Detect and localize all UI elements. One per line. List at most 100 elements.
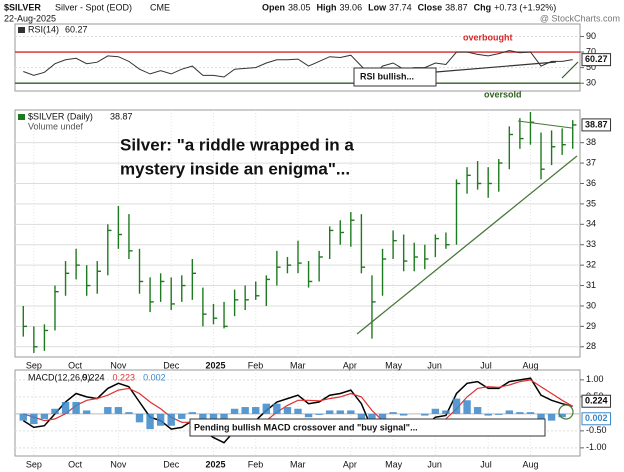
histogram-bar: [431, 408, 440, 414]
legend-subtitle: Volume undef: [28, 121, 84, 131]
annotation: RSI bullish...: [360, 71, 414, 81]
x-tick-label: May: [385, 459, 403, 469]
quote-value: 39.06: [340, 2, 363, 12]
x-tick-label: Oct: [68, 360, 83, 370]
y-tick-label: 30: [586, 300, 596, 310]
x-tick-label: May: [385, 360, 403, 370]
trend-line: [356, 155, 578, 335]
trend-arrow: [561, 61, 579, 79]
y-tick-label: 37: [586, 157, 596, 167]
legend-value: 0.223: [113, 372, 136, 382]
histogram-bar: [199, 413, 207, 419]
histogram-bar: [304, 413, 313, 418]
histogram-bar: [294, 408, 302, 414]
y-tick-label: 36: [586, 178, 596, 188]
quote-value: 38.87: [445, 2, 468, 12]
histogram-bar: [114, 407, 123, 414]
annotation-title: Silver: "a riddle wrapped in a: [120, 135, 354, 154]
legend-value: 0.224: [82, 372, 105, 382]
rsi-panel: [14, 23, 581, 92]
x-tick-label: Mar: [290, 360, 306, 370]
quote-value: +0.73 (+1.92%): [494, 2, 556, 12]
quote-label: Low: [368, 2, 387, 12]
y-tick-label: 31: [586, 280, 596, 290]
y-tick-label: 29: [586, 321, 596, 331]
histogram-bar: [51, 408, 59, 414]
watermark: @ StockCharts.com: [540, 13, 620, 23]
x-tick-label: Nov: [110, 459, 127, 469]
x-tick-label: Jun: [427, 459, 442, 469]
histogram-bar: [167, 413, 175, 426]
x-tick-label: Apr: [343, 459, 357, 469]
annotation: Pending bullish MACD crossover and "buy …: [194, 422, 418, 432]
histogram-bar: [230, 408, 239, 414]
quote-label: Chg: [474, 2, 492, 12]
x-tick-label: Apr: [343, 360, 357, 370]
x-tick-label: 2025: [205, 459, 225, 469]
histogram-bar: [283, 407, 292, 414]
histogram-bar: [484, 413, 492, 416]
macd-line: [23, 379, 573, 437]
last-value-label: 60.27: [585, 54, 608, 64]
last-value-box: [581, 394, 612, 408]
quote-label: Open: [262, 2, 285, 12]
histogram-bar: [516, 412, 524, 414]
x-tick-label: Sep: [26, 360, 42, 370]
histogram-bar: [19, 413, 27, 421]
y-tick-label: 32: [586, 260, 596, 270]
x-tick-label: Jun: [427, 360, 442, 370]
last-value-box: [581, 118, 612, 132]
symbol: $SILVER: [4, 2, 41, 12]
quote-value: 37.74: [389, 2, 412, 12]
histogram-bar: [72, 401, 80, 414]
x-tick-label: Aug: [522, 360, 538, 370]
histogram-bar: [30, 413, 38, 425]
histogram-bar: [104, 407, 112, 414]
histogram-bar: [252, 407, 260, 414]
y-tick-label: 34: [586, 219, 596, 229]
y-tick-label: 1.00: [586, 374, 604, 384]
annotation: oversold: [484, 89, 522, 99]
y-tick-label: 35: [586, 198, 596, 208]
last-value-label: 0.002: [585, 413, 608, 423]
x-tick-label: Mar: [290, 459, 306, 469]
legend-value: 0.002: [143, 372, 166, 382]
x-tick-label: Sep: [26, 459, 42, 469]
trend-line: [517, 120, 573, 129]
x-tick-label: Dec: [163, 360, 180, 370]
histogram-bar: [326, 410, 334, 414]
last-value-box: [581, 53, 612, 67]
legend-name: RSI(14): [28, 24, 59, 34]
legend-swatch: [18, 114, 25, 120]
histogram-bar: [125, 412, 133, 414]
histogram-bar: [547, 413, 556, 421]
histogram-bar: [315, 413, 323, 415]
legend-name: MACD(12,26,9): [28, 372, 91, 382]
histogram-bar: [241, 407, 249, 414]
x-tick-label: Dec: [163, 459, 180, 469]
y-tick-label: 30: [586, 78, 596, 88]
x-tick-label: Jul: [480, 360, 492, 370]
exchange: CME: [150, 2, 170, 12]
histogram-bar: [463, 400, 471, 414]
histogram-bar: [526, 412, 535, 414]
histogram-bar: [452, 398, 461, 414]
x-tick-label: Aug: [522, 459, 538, 469]
annotation-box: [353, 67, 437, 87]
histogram-bar: [473, 407, 482, 414]
y-tick-label: 38: [586, 137, 596, 147]
histogram-bar: [558, 413, 566, 418]
histogram-bar: [495, 413, 503, 415]
legend-value: 60.27: [65, 24, 88, 34]
annotation-box: [189, 418, 546, 437]
histogram-bar: [421, 413, 429, 416]
last-value-label: 0.224: [585, 396, 608, 406]
histogram-bar: [82, 410, 91, 414]
x-tick-label: Feb: [248, 360, 264, 370]
histogram-bar: [273, 403, 281, 414]
last-value-box: [581, 412, 612, 426]
quote-label: Close: [418, 2, 443, 12]
histogram-bar: [537, 413, 545, 423]
histogram-bar: [220, 413, 228, 421]
